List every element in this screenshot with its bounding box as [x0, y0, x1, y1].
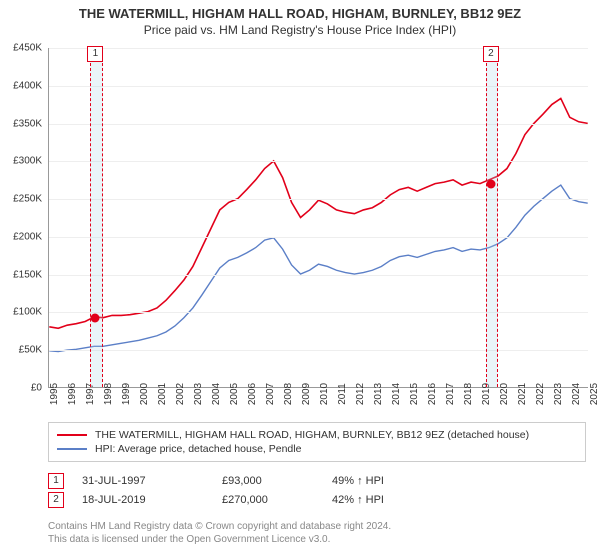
series-line-property	[49, 98, 587, 328]
ytick-label: £200K	[0, 231, 42, 242]
gridline-h	[49, 350, 588, 351]
sales-row-pct: 49% ↑ HPI	[332, 475, 482, 487]
sales-row-marker: 2	[48, 492, 64, 508]
sale-band-marker: 1	[87, 46, 103, 62]
sales-row-price: £270,000	[222, 494, 332, 506]
line-layer	[49, 48, 588, 387]
sales-row-date: 18-JUL-2019	[82, 494, 222, 506]
gridline-h	[49, 275, 588, 276]
gridline-h	[49, 237, 588, 238]
legend-swatch	[57, 448, 87, 450]
sale-band	[486, 48, 499, 387]
ytick-label: £50K	[0, 345, 42, 356]
ytick-label: £300K	[0, 156, 42, 167]
ytick-label: £100K	[0, 307, 42, 318]
chart-container: THE WATERMILL, HIGHAM HALL ROAD, HIGHAM,…	[0, 0, 600, 560]
sales-row-marker: 1	[48, 473, 64, 489]
sales-row: 1 31-JUL-1997£93,00049% ↑ HPI	[48, 473, 588, 489]
gridline-h	[49, 86, 588, 87]
sales-row-price: £93,000	[222, 475, 332, 487]
sale-point-marker	[486, 180, 495, 189]
sales-row-date: 31-JUL-1997	[82, 475, 222, 487]
chart-area: £0£50K£100K£150K£200K£250K£300K£350K£400…	[48, 48, 588, 388]
sale-band-marker: 2	[483, 46, 499, 62]
footer-line1: Contains HM Land Registry data © Crown c…	[48, 520, 391, 533]
gridline-h	[49, 124, 588, 125]
series-line-hpi	[49, 185, 587, 352]
legend-box: THE WATERMILL, HIGHAM HALL ROAD, HIGHAM,…	[48, 422, 586, 462]
sale-point-marker	[91, 313, 100, 322]
legend-swatch	[57, 434, 87, 436]
gridline-h	[49, 161, 588, 162]
chart-title-line2: Price paid vs. HM Land Registry's House …	[0, 23, 600, 37]
ytick-label: £350K	[0, 118, 42, 129]
sales-table: 1 31-JUL-1997£93,00049% ↑ HPI 2 18-JUL-2019…	[48, 470, 588, 511]
gridline-h	[49, 199, 588, 200]
title-block: THE WATERMILL, HIGHAM HALL ROAD, HIGHAM,…	[0, 0, 600, 37]
legend-row: HPI: Average price, detached house, Pend…	[57, 443, 577, 455]
gridline-h	[49, 312, 588, 313]
sales-row-pct: 42% ↑ HPI	[332, 494, 482, 506]
ytick-label: £450K	[0, 43, 42, 54]
legend-label: HPI: Average price, detached house, Pend…	[95, 443, 301, 455]
footer-line2: This data is licensed under the Open Gov…	[48, 533, 391, 546]
sales-row: 2 18-JUL-2019£270,00042% ↑ HPI	[48, 492, 588, 508]
ytick-label: £250K	[0, 194, 42, 205]
legend-row: THE WATERMILL, HIGHAM HALL ROAD, HIGHAM,…	[57, 429, 577, 441]
ytick-label: £400K	[0, 80, 42, 91]
chart-title-line1: THE WATERMILL, HIGHAM HALL ROAD, HIGHAM,…	[0, 6, 600, 21]
ytick-label: £150K	[0, 269, 42, 280]
footer-attribution: Contains HM Land Registry data © Crown c…	[48, 520, 391, 546]
sale-band	[90, 48, 103, 387]
plot-area: £0£50K£100K£150K£200K£250K£300K£350K£400…	[48, 48, 588, 388]
legend-label: THE WATERMILL, HIGHAM HALL ROAD, HIGHAM,…	[95, 429, 529, 441]
gridline-h	[49, 48, 588, 49]
ytick-label: £0	[0, 383, 42, 394]
